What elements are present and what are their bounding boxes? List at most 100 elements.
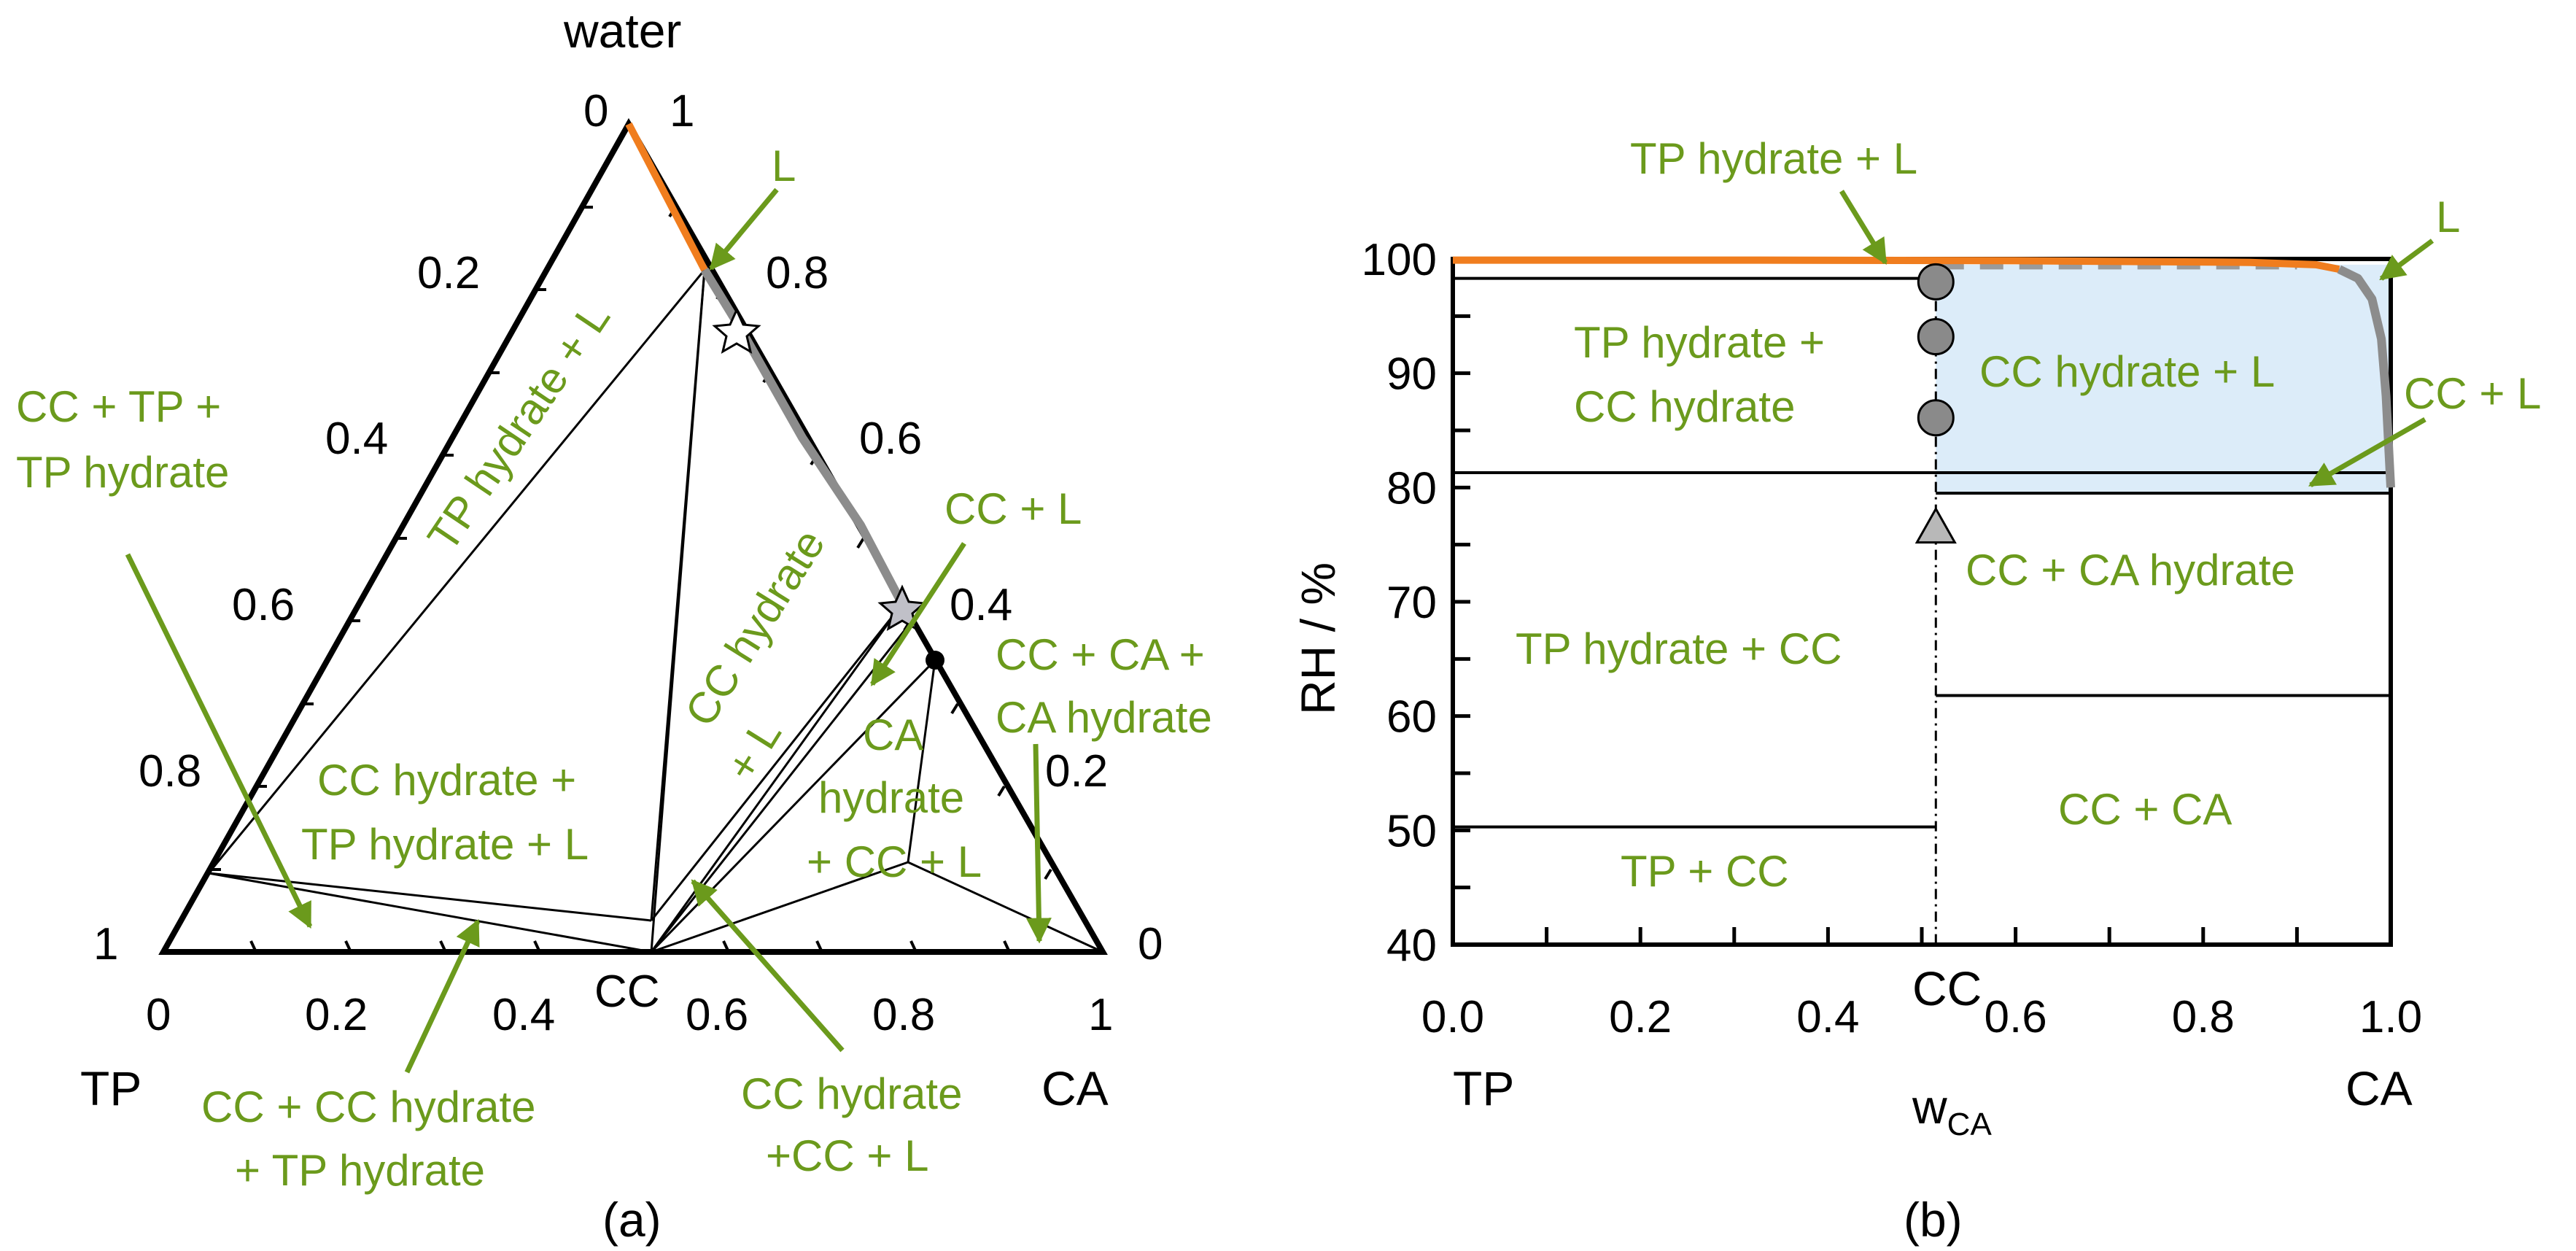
region-cc-tp-tp-hydrate: CC + TP +	[16, 382, 221, 431]
liquidus-orange-series	[1453, 256, 2340, 274]
measured-point	[1917, 318, 1955, 356]
tp-vertex-label: TP	[80, 1061, 141, 1115]
right-tick-label: 0.6	[859, 414, 922, 464]
region-ca-hydrate-cc-l: + CC + L	[807, 837, 982, 886]
region-ca-hydrate-cc-l: CA	[863, 710, 923, 759]
arrow	[404, 918, 481, 1074]
x-axis-label-main: w	[1912, 1080, 1947, 1134]
x-tick-label: 0.0	[1421, 992, 1484, 1042]
eutectic-dot	[926, 651, 944, 670]
region-cc-ca: CC + CA	[2058, 785, 2232, 834]
bottom-tick-label: 0.8	[872, 990, 935, 1040]
bottom-tick-label: 1	[1088, 990, 1113, 1040]
left-tick-label: 1	[93, 919, 118, 969]
region-tp-hydrate-l: TP hydrate + L	[418, 294, 619, 559]
cc-hydrate-l-fill	[1936, 264, 2391, 494]
region-cc-ca-ca-hydrate: CA hydrate	[996, 693, 1212, 742]
x-axis-label-sub: CA	[1947, 1107, 1993, 1142]
cc-vertex-label: CC	[594, 967, 660, 1017]
region-cc-cch-tph: CC + CC hydrate	[201, 1082, 536, 1131]
liquidus-orange	[625, 122, 708, 272]
data-series	[1453, 256, 2395, 488]
data-markers	[1914, 263, 1957, 544]
region-tp-hydrate-cc-hydrate: CC hydrate	[1574, 382, 1795, 431]
bottom-tick-label: 0.6	[686, 990, 748, 1040]
arrow	[125, 553, 313, 929]
tie-line	[907, 861, 1103, 953]
region-cc-ca-ca-hydrate: CC + CA +	[996, 630, 1205, 679]
region-cc-l: CC + L	[944, 484, 1082, 533]
y-axis-label: RH / %	[1291, 562, 1345, 715]
bottom-tick-label: 0.2	[305, 990, 368, 1040]
region-cc-ca-hydrate: CC + CA hydrate	[1966, 546, 2295, 594]
x-tick-label: 1.0	[2359, 992, 2422, 1042]
region-cch-cc-l: +CC + L	[766, 1131, 928, 1180]
right-tick-label: 0.8	[766, 248, 829, 298]
region-l: L	[772, 142, 796, 190]
right-tick-label: 0	[1138, 919, 1163, 969]
tie-line	[650, 603, 904, 921]
star-marker-white	[712, 307, 761, 355]
tie-line	[651, 861, 909, 953]
region-cc-hydrate-l: CC hydrate + L	[1979, 347, 2275, 396]
x-tick-label: 0.8	[2172, 992, 2235, 1042]
phase-boundaries	[1453, 276, 2391, 829]
water-vertex-label: water	[563, 4, 681, 58]
liquidus-gray	[700, 267, 907, 606]
bottom-tick-label: 0	[146, 990, 171, 1040]
tie-line	[207, 269, 706, 874]
right-tick-label: 0.4	[950, 580, 1012, 630]
region-cc-l: CC + L	[2404, 369, 2541, 418]
left-tick-label: 0	[583, 86, 608, 136]
right-tick-label: 0.2	[1045, 746, 1108, 797]
region-cch-cc-l: CC hydrate	[741, 1069, 962, 1118]
tick-labels: 0.0 0.2 0.4 0.6 0.8 1.0 40 50 60 70 80 90 100	[1362, 235, 2423, 1042]
rh-chart: 0.0 0.2 0.4 0.6 0.8 1.0 40 50 60 70 80 90 100 RH / %…	[1291, 134, 2541, 1247]
y-tick-label: 50	[1386, 806, 1437, 856]
cc-axis-label: CC	[1912, 961, 1982, 1015]
region-tp-hydrate-l: TP hydrate + L	[1630, 134, 1917, 183]
y-tick-label: 100	[1362, 235, 1437, 285]
arrow	[1839, 190, 1888, 265]
annotation-arrows	[125, 187, 1052, 1074]
tie-line	[650, 269, 706, 953]
ternary-diagram: 0 0.2 0.4 0.6 0.8 1 1 0.8 0.6 0.4 0.2 0 …	[16, 4, 1212, 1247]
arrow	[1025, 743, 1052, 944]
region-tp-hydrate-cc-hydrate: TP hydrate +	[1574, 318, 1825, 367]
left-tick-label: 0.6	[232, 580, 295, 630]
region-cc-hydrate-l: + L	[716, 710, 791, 789]
region-tp-hydrate-cc: TP hydrate + CC	[1516, 624, 1842, 673]
y-tick-label: 80	[1386, 463, 1437, 514]
region-cc-tp-tp-hydrate: TP hydrate	[16, 448, 229, 497]
bottom-tick-label: 0.4	[492, 990, 555, 1040]
right-tick-label: 1	[670, 86, 694, 136]
tie-line	[208, 872, 652, 922]
arrow	[870, 542, 966, 686]
arrow	[2308, 417, 2426, 488]
measured-point	[1917, 399, 1955, 437]
arrow	[709, 187, 779, 271]
region-cch-tph-l: TP hydrate + L	[301, 820, 589, 869]
x-tick-label: 0.4	[1796, 992, 1859, 1042]
y-tick-label: 90	[1386, 349, 1437, 400]
panel-a-label: (a)	[602, 1193, 662, 1247]
panel-b-label: (b)	[1904, 1193, 1963, 1247]
measured-triangle	[1914, 506, 1957, 544]
tie-line	[208, 872, 652, 953]
region-ca-hydrate-cc-l: hydrate	[818, 773, 964, 822]
x-tick-label: 0.6	[1984, 992, 2047, 1042]
y-tick-label: 40	[1386, 921, 1437, 971]
region-cch-tph-l: CC hydrate +	[317, 756, 576, 805]
region-l: L	[2436, 193, 2460, 241]
arrow	[2379, 239, 2435, 281]
left-tick-label: 0.2	[417, 248, 480, 298]
left-tick-label: 0.8	[139, 746, 201, 797]
arrow	[691, 879, 845, 1053]
liquidus-gray-series	[2337, 265, 2395, 488]
y-tick-label: 60	[1386, 692, 1437, 743]
ca-axis-end-label: CA	[2346, 1061, 2413, 1115]
x-axis-label: wCA	[1912, 1080, 1992, 1142]
measured-point	[1917, 263, 1955, 301]
x-tick-label: 0.2	[1609, 992, 1672, 1042]
